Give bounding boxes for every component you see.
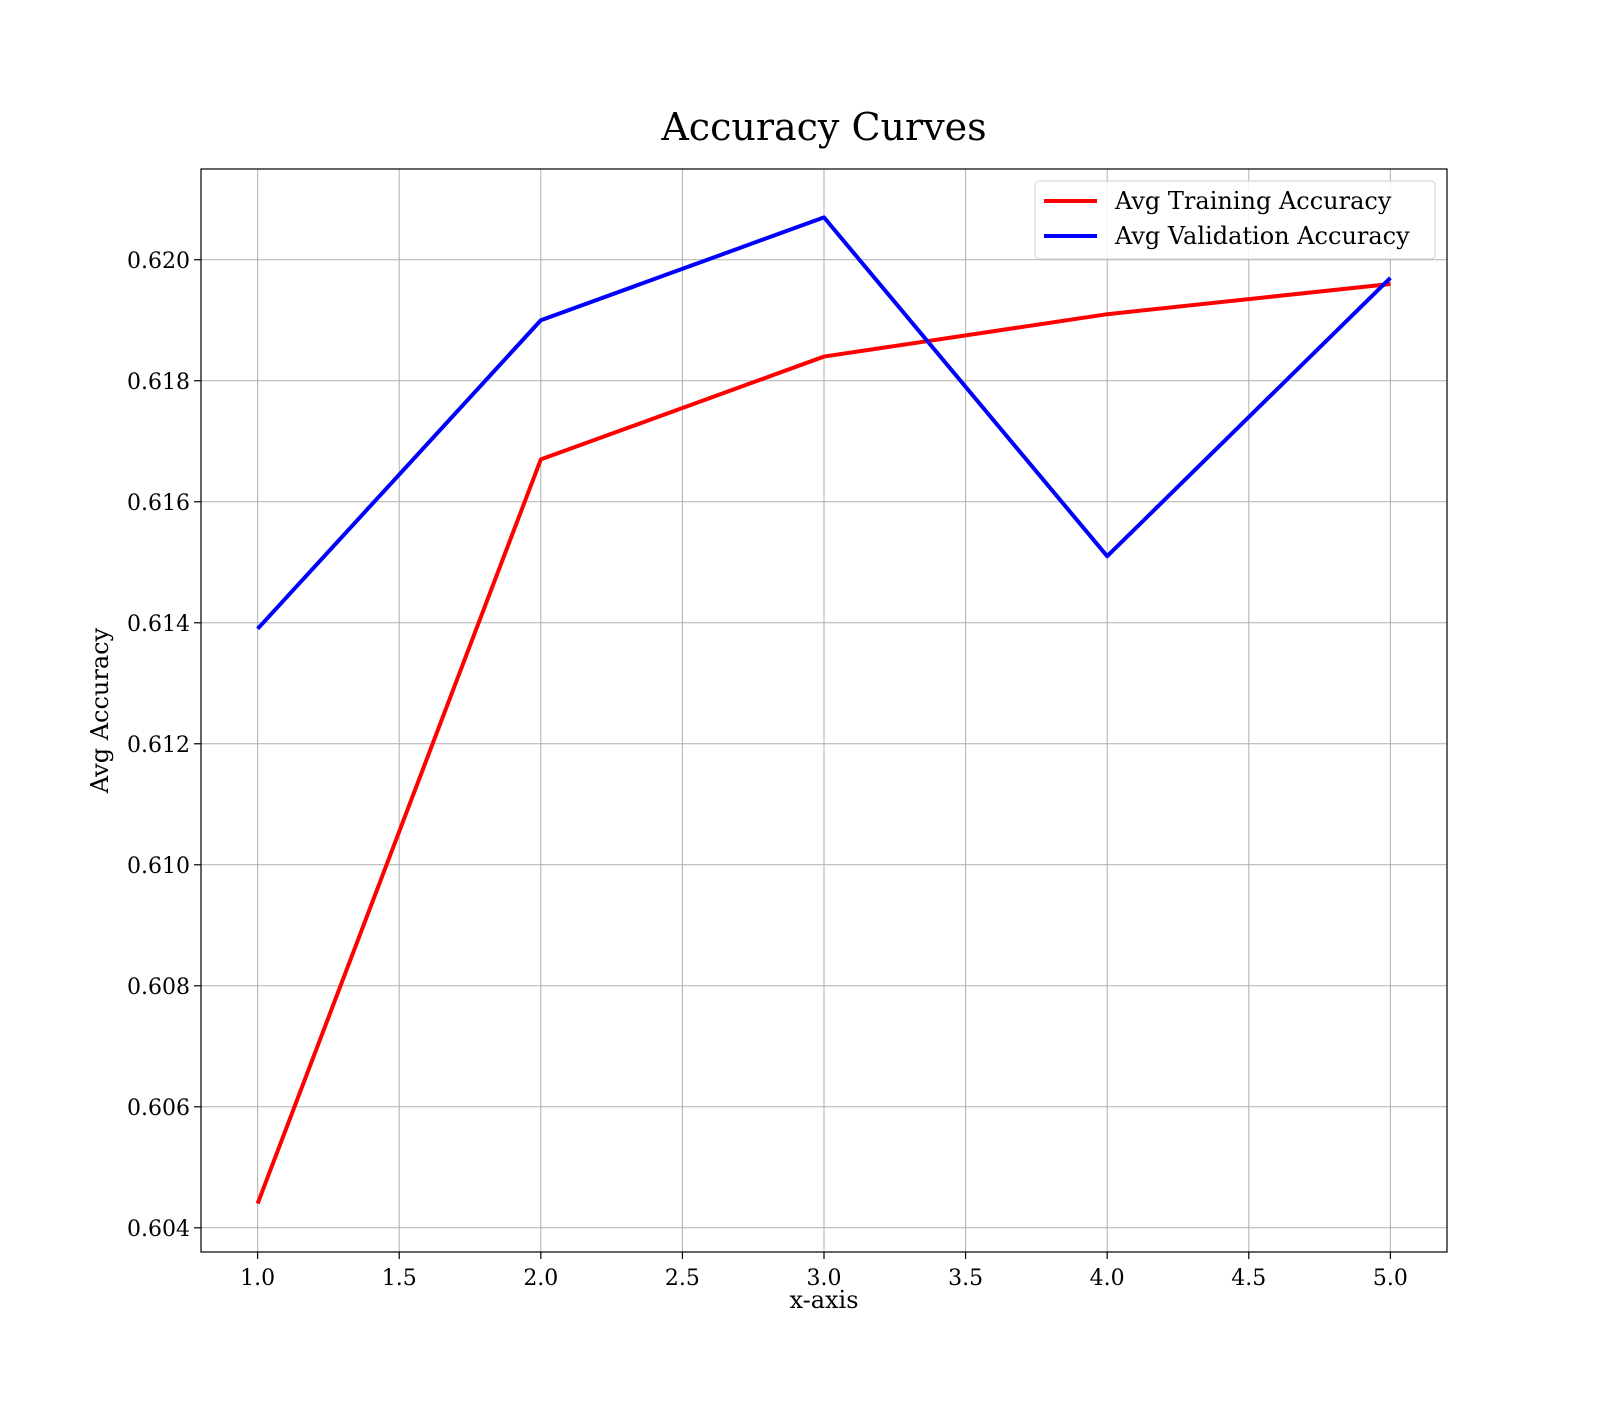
x-tick-label: 2.0 xyxy=(523,1266,558,1291)
y-tick-label: 0.608 xyxy=(127,975,190,1000)
y-tick-label: 0.618 xyxy=(127,370,190,395)
x-tick-label: 1.5 xyxy=(382,1266,417,1291)
y-tick-label: 0.616 xyxy=(127,491,190,516)
legend-label-training: Avg Training Accuracy xyxy=(1114,187,1392,215)
y-axis-ticks: 0.604 0.606 0.608 0.610 0.612 0.614 0.616 0.618… xyxy=(127,249,201,1242)
grid xyxy=(201,169,1447,1252)
training-accuracy-line xyxy=(255,281,1391,1205)
y-tick-label: 0.604 xyxy=(127,1217,190,1242)
y-tick-label: 0.620 xyxy=(127,249,190,274)
x-tick-label: 3.5 xyxy=(948,1266,983,1291)
y-axis-label: Avg Accuracy xyxy=(86,627,114,794)
legend-box xyxy=(1034,180,1436,260)
x-tick-label: 3.0 xyxy=(807,1266,842,1291)
y-tick-label: 0.610 xyxy=(127,854,190,879)
x-tick-label: 2.5 xyxy=(665,1266,700,1291)
legend: Avg Training Accuracy Avg Validation Acc… xyxy=(1034,180,1436,260)
x-tick-label: 5.0 xyxy=(1373,1266,1408,1291)
x-axis-ticks: 1.0 1.5 2.0 2.5 3.0 3.5 4.0 4.5 5.0 xyxy=(240,1252,1408,1291)
series-lines xyxy=(255,215,1392,1205)
x-tick-label: 4.5 xyxy=(1231,1266,1266,1291)
validation-accuracy-line xyxy=(256,215,1392,631)
chart-title: Accuracy Curves xyxy=(660,105,986,149)
y-tick-label: 0.606 xyxy=(127,1096,190,1121)
x-tick-label: 1.0 xyxy=(240,1266,275,1291)
x-axis-label: x-axis xyxy=(789,1286,858,1314)
x-tick-label: 4.0 xyxy=(1090,1266,1125,1291)
y-tick-label: 0.612 xyxy=(127,733,190,758)
y-tick-label: 0.614 xyxy=(127,612,190,637)
legend-label-validation: Avg Validation Accuracy xyxy=(1114,222,1410,250)
